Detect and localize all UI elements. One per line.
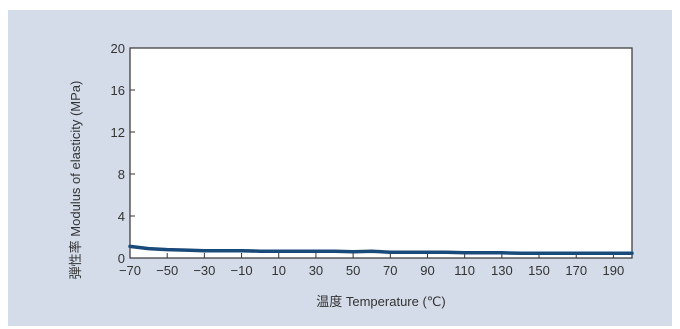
- x-axis: −70 −50 −30 −10 10 30 50 70 90 110 130 150 170 190: [119, 253, 624, 278]
- x-tick-label: 150: [528, 263, 550, 278]
- y-axis-title: 弾性率 Modulus of elasticity (MPa): [68, 81, 83, 280]
- y-tick-label: 4: [118, 209, 125, 224]
- series-line: [128, 244, 634, 256]
- x-tick-label: −70: [119, 263, 141, 278]
- x-tick-label: 170: [565, 263, 587, 278]
- x-tick-label: 130: [491, 263, 513, 278]
- x-tick-label: −50: [156, 263, 178, 278]
- y-tick-label: 0: [118, 251, 125, 266]
- x-tick-label: −10: [231, 263, 253, 278]
- x-tick-label: −30: [193, 263, 215, 278]
- x-tick-label: 50: [346, 263, 360, 278]
- plot-area: [129, 47, 633, 259]
- series-group: [128, 244, 634, 256]
- y-tick-label: 12: [111, 125, 125, 140]
- x-tick-label: 190: [603, 263, 625, 278]
- x-tick-label: 110: [454, 263, 475, 278]
- x-tick-label: 10: [272, 263, 286, 278]
- y-tick-label: 16: [111, 83, 125, 98]
- x-tick-label: 30: [309, 263, 323, 278]
- y-tick-label: 20: [111, 41, 125, 56]
- x-axis-title: 温度 Temperature (℃): [316, 294, 445, 309]
- x-tick-label: 70: [383, 263, 397, 278]
- y-tick-label: 8: [118, 167, 125, 182]
- x-tick-label: 90: [420, 263, 434, 278]
- y-axis: 0 4 8 12 16 20: [111, 41, 135, 266]
